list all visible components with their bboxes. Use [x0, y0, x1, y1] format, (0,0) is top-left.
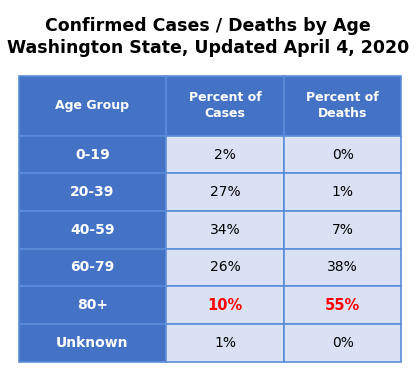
Text: 0%: 0% [332, 148, 354, 162]
Text: 80+: 80+ [77, 298, 108, 312]
Text: 10%: 10% [208, 298, 243, 313]
Bar [166, 76, 284, 136]
Text: 55%: 55% [325, 298, 360, 313]
Text: Unknown: Unknown [56, 336, 129, 350]
Text: 2%: 2% [214, 148, 236, 162]
Bar [166, 136, 284, 173]
Bar [166, 324, 284, 362]
Bar [19, 173, 166, 211]
Text: Percent of
Deaths: Percent of Deaths [306, 92, 379, 120]
Bar [284, 211, 401, 249]
Text: 7%: 7% [332, 223, 354, 237]
Text: 0-19: 0-19 [75, 148, 110, 162]
Text: 26%: 26% [210, 261, 240, 275]
Text: 1%: 1% [332, 185, 354, 199]
Bar [19, 249, 166, 286]
Bar [19, 286, 166, 324]
Bar [19, 136, 166, 173]
Text: 0%: 0% [332, 336, 354, 350]
Bar [166, 249, 284, 286]
Text: 1%: 1% [214, 336, 236, 350]
Text: Confirmed Cases / Deaths by Age
Washington State, Updated April 4, 2020: Confirmed Cases / Deaths by Age Washingt… [7, 17, 409, 57]
Bar [284, 136, 401, 173]
Text: 34%: 34% [210, 223, 240, 237]
Text: 38%: 38% [327, 261, 358, 275]
Bar [284, 286, 401, 324]
Text: Percent of
Cases: Percent of Cases [188, 92, 261, 120]
Bar [284, 76, 401, 136]
Bar [166, 173, 284, 211]
Bar [166, 286, 284, 324]
Bar [284, 324, 401, 362]
Bar [19, 76, 166, 136]
Text: 60-79: 60-79 [70, 261, 114, 275]
Bar [19, 211, 166, 249]
Text: Age Group: Age Group [55, 99, 129, 112]
Bar [284, 173, 401, 211]
Text: 27%: 27% [210, 185, 240, 199]
Bar [284, 249, 401, 286]
Bar [19, 324, 166, 362]
Text: 20-39: 20-39 [70, 185, 114, 199]
Bar [166, 211, 284, 249]
Text: 40-59: 40-59 [70, 223, 115, 237]
